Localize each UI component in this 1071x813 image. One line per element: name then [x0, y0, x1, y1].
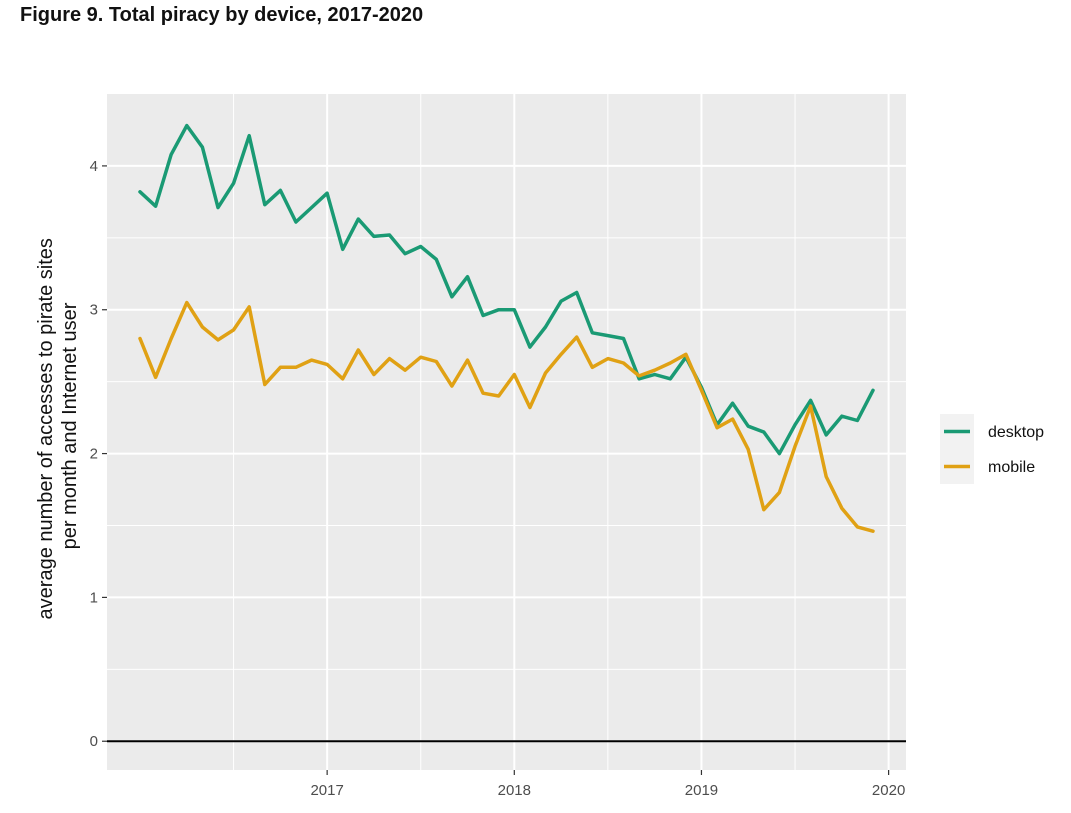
- series-lines: [138, 123, 875, 533]
- y-axis-title-line-1: average number of accesses to pirate sit…: [35, 238, 57, 619]
- legend: desktop mobile: [940, 414, 1044, 484]
- y-tick-label: 1: [90, 589, 98, 606]
- x-tick-label: 2018: [498, 782, 531, 799]
- series-line-mobile: [138, 300, 875, 533]
- x-tick-label: 2020: [872, 782, 905, 799]
- x-tick-label: 2019: [685, 782, 718, 799]
- y-tick-label: 3: [90, 302, 98, 319]
- plot-panel: [107, 94, 906, 770]
- legend-label-desktop: desktop: [988, 424, 1044, 441]
- chart-title: Figure 9. Total piracy by device, 2017-2…: [20, 4, 424, 26]
- y-tick-label: 4: [90, 158, 98, 175]
- series-line-desktop: [138, 123, 875, 456]
- legend-label-mobile: mobile: [988, 459, 1035, 476]
- y-tick-label: 2: [90, 446, 98, 463]
- y-axis-title-line-2: per month and Internet user: [59, 302, 81, 549]
- x-tick-label: 2017: [310, 782, 343, 799]
- y-tick-label: 0: [90, 733, 98, 750]
- minor-gridlines: [107, 94, 906, 770]
- x-axis: 2017 2018 2019 2020: [310, 770, 905, 799]
- y-axis: 0 1 2 3 4: [90, 158, 107, 750]
- y-axis-title: average number of accesses to pirate sit…: [35, 233, 81, 620]
